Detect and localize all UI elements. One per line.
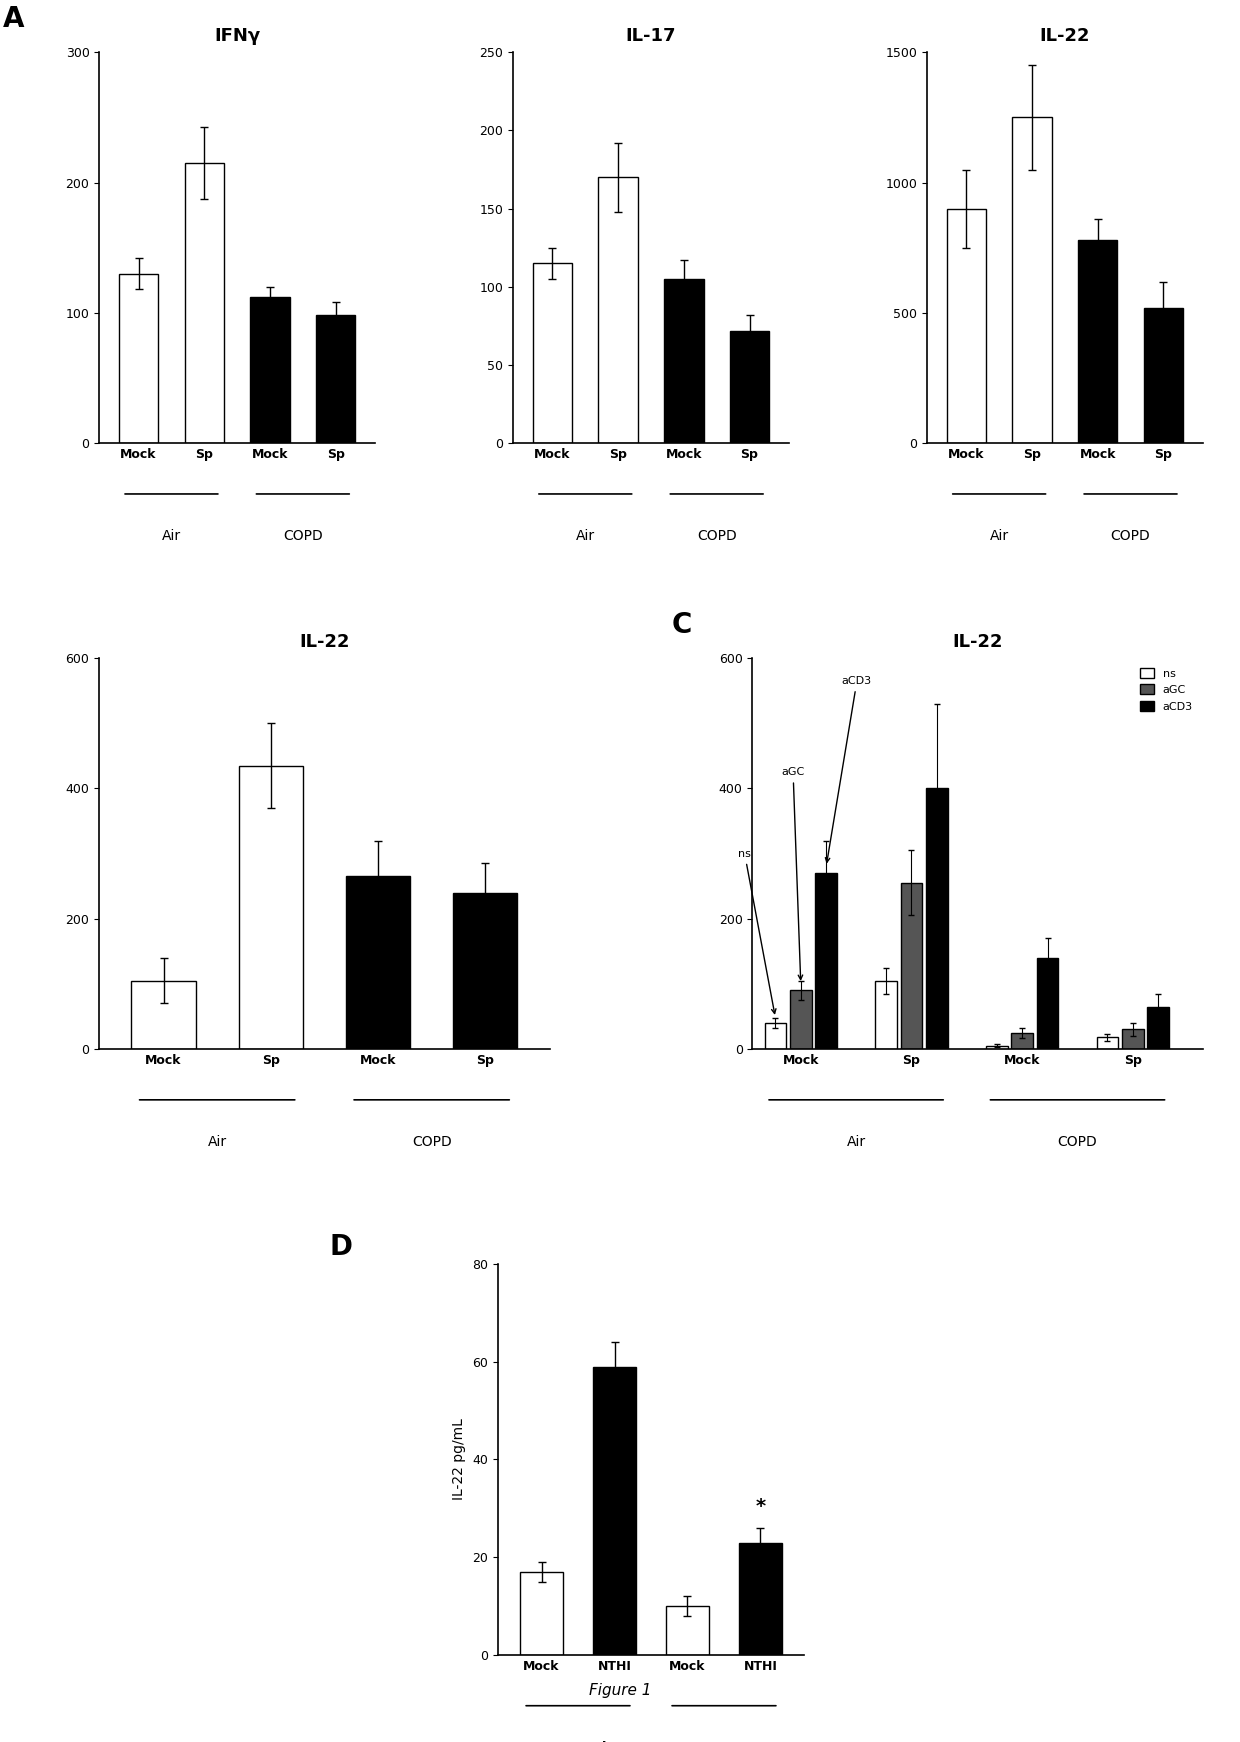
Bar — [875, 981, 897, 1049]
Text: Air: Air — [990, 530, 1008, 544]
Text: COPD: COPD — [1111, 530, 1151, 544]
Bar — [816, 873, 837, 1049]
Text: C: C — [671, 611, 692, 639]
Bar — [453, 892, 517, 1049]
Text: D: D — [329, 1233, 352, 1261]
Title: IL-22: IL-22 — [952, 632, 1003, 652]
Y-axis label: IL-22 pg/mL: IL-22 pg/mL — [453, 1418, 466, 1500]
Text: Air: Air — [575, 530, 595, 544]
Text: ns: ns — [738, 848, 776, 1014]
Bar — [946, 209, 986, 442]
Text: Air: Air — [207, 1136, 227, 1150]
Bar — [250, 298, 290, 442]
Bar — [533, 263, 572, 442]
Bar — [730, 331, 769, 442]
Bar — [119, 273, 159, 442]
Bar — [131, 981, 196, 1049]
Bar — [1012, 1033, 1033, 1049]
Text: COPD: COPD — [283, 530, 322, 544]
Bar — [1078, 240, 1117, 442]
Bar — [1143, 308, 1183, 442]
Bar — [593, 1367, 636, 1655]
Legend: ns, aGC, aCD3: ns, aGC, aCD3 — [1136, 664, 1198, 716]
Bar — [665, 279, 703, 442]
Bar — [765, 1023, 786, 1049]
Bar — [926, 789, 947, 1049]
Bar — [346, 876, 410, 1049]
Title: IL-22: IL-22 — [1039, 28, 1090, 45]
Title: IL-17: IL-17 — [626, 28, 676, 45]
Bar — [986, 1045, 1008, 1049]
Bar — [1037, 958, 1058, 1049]
Bar — [599, 178, 637, 442]
Text: COPD: COPD — [697, 530, 737, 544]
Bar — [1147, 1007, 1169, 1049]
Bar — [316, 315, 356, 442]
Bar — [1122, 1030, 1143, 1049]
Bar — [739, 1542, 782, 1655]
Bar — [900, 883, 923, 1049]
Text: Figure 1: Figure 1 — [589, 1683, 651, 1698]
Text: A: A — [2, 5, 24, 33]
Text: COPD: COPD — [412, 1136, 451, 1150]
Bar — [666, 1606, 709, 1655]
Text: *: * — [755, 1496, 765, 1516]
Text: COPD: COPD — [1058, 1136, 1097, 1150]
Bar — [1012, 117, 1052, 442]
Bar — [1096, 1036, 1118, 1049]
Title: IL-22: IL-22 — [299, 632, 350, 652]
Bar — [520, 1571, 563, 1655]
Text: Air: Air — [162, 530, 181, 544]
Bar — [185, 164, 224, 442]
Bar — [238, 766, 303, 1049]
Text: aCD3: aCD3 — [826, 676, 872, 862]
Bar — [790, 991, 811, 1049]
Text: Air: Air — [847, 1136, 866, 1150]
Text: aGC: aGC — [781, 768, 805, 979]
Title: IFNγ: IFNγ — [215, 28, 260, 45]
